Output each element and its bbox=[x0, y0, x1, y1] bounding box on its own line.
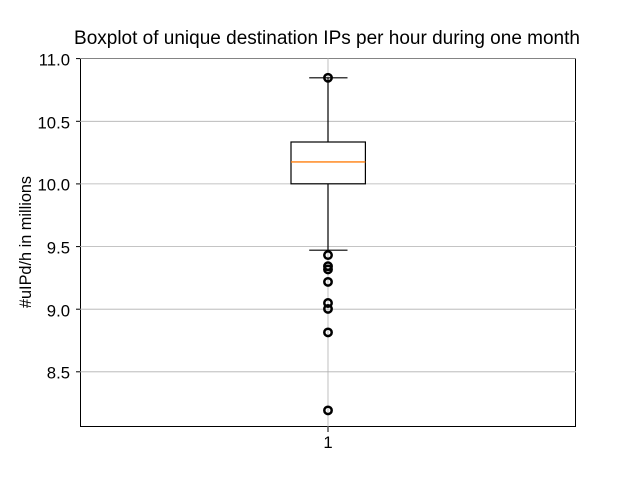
svg-text:#uIPd/h in millions: #uIPd/h in millions bbox=[17, 176, 35, 308]
svg-text:1: 1 bbox=[323, 433, 332, 452]
svg-text:11.0: 11.0 bbox=[39, 51, 70, 70]
svg-text:Boxplot of unique destination: Boxplot of unique destination IPs per ho… bbox=[74, 28, 580, 49]
svg-text:9.0: 9.0 bbox=[47, 302, 70, 321]
svg-text:8.5: 8.5 bbox=[47, 364, 70, 383]
svg-text:9.5: 9.5 bbox=[47, 239, 70, 258]
svg-text:10.5: 10.5 bbox=[38, 114, 70, 133]
svg-text:10.0: 10.0 bbox=[38, 176, 70, 195]
